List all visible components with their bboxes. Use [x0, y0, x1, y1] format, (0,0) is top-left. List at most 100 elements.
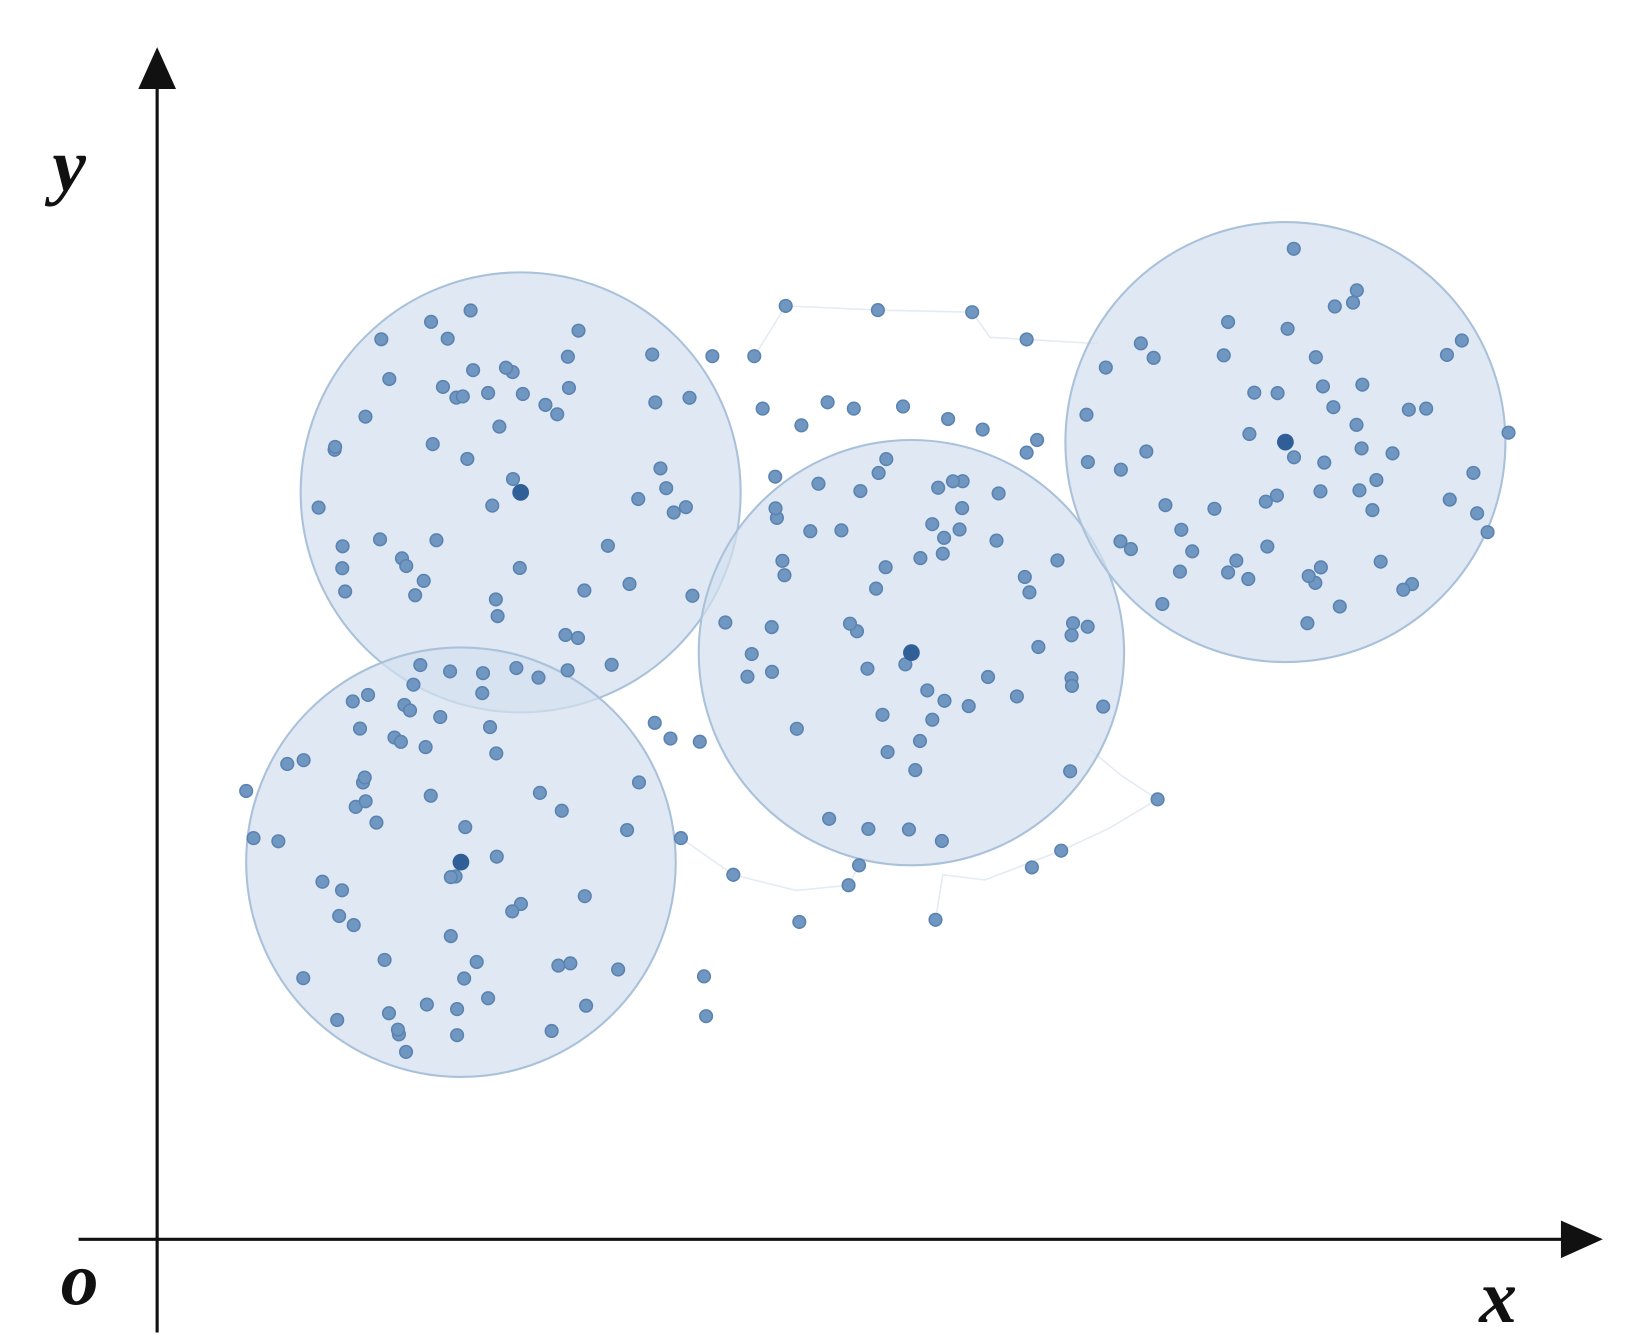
point	[1349, 417, 1364, 432]
point	[1065, 616, 1081, 631]
point	[792, 914, 807, 929]
point	[475, 666, 491, 681]
point	[1080, 454, 1095, 470]
point	[878, 560, 893, 575]
point	[550, 407, 565, 422]
point	[358, 409, 373, 424]
point	[764, 664, 780, 679]
point	[895, 399, 911, 414]
point	[1373, 554, 1388, 569]
point	[440, 331, 455, 346]
point	[1352, 483, 1367, 498]
point	[558, 627, 573, 643]
point	[311, 500, 326, 515]
point	[811, 476, 826, 491]
point	[239, 783, 254, 799]
point	[579, 998, 594, 1013]
point	[399, 558, 414, 574]
point	[1054, 843, 1069, 858]
point	[296, 971, 311, 986]
point	[989, 533, 1004, 548]
point	[413, 657, 428, 673]
point	[1172, 564, 1188, 579]
point	[489, 746, 504, 761]
point	[335, 561, 350, 576]
point	[1133, 336, 1148, 351]
point	[1365, 503, 1380, 518]
point	[870, 303, 885, 318]
point	[443, 929, 458, 944]
point	[1022, 585, 1037, 600]
point	[1326, 400, 1341, 415]
point	[1349, 283, 1364, 298]
point	[423, 788, 438, 803]
point	[777, 568, 792, 583]
point	[928, 912, 943, 927]
cluster-center	[452, 853, 470, 871]
point	[358, 794, 373, 809]
point	[408, 588, 423, 603]
point	[296, 753, 311, 768]
point	[861, 821, 876, 836]
point	[1113, 534, 1128, 549]
point	[1247, 385, 1262, 400]
point	[1269, 488, 1284, 503]
point	[1207, 501, 1222, 516]
x-label: x	[1478, 1256, 1517, 1338]
point	[1470, 506, 1485, 521]
point	[1221, 565, 1236, 580]
point	[965, 305, 980, 320]
point	[1466, 465, 1481, 480]
point	[842, 616, 858, 631]
point	[803, 524, 818, 539]
point	[554, 803, 569, 818]
point	[678, 500, 693, 515]
point	[1401, 402, 1416, 417]
point	[398, 1044, 414, 1059]
point	[1315, 379, 1331, 394]
point	[382, 371, 397, 387]
point	[696, 969, 712, 984]
point	[402, 703, 418, 718]
point	[631, 775, 647, 790]
point	[560, 663, 575, 678]
point	[647, 715, 662, 730]
point	[1185, 544, 1200, 559]
point	[920, 683, 935, 698]
point	[352, 721, 368, 736]
point	[901, 822, 917, 837]
point	[925, 712, 940, 727]
point	[345, 694, 360, 709]
point	[1019, 332, 1034, 347]
point	[1063, 764, 1078, 779]
point	[768, 501, 783, 516]
point	[952, 522, 967, 537]
point	[659, 481, 674, 496]
point	[443, 664, 458, 679]
point	[860, 661, 875, 676]
point	[794, 418, 809, 433]
point	[1354, 441, 1369, 456]
point	[485, 498, 500, 513]
point	[1146, 350, 1161, 365]
point	[538, 397, 553, 412]
point	[611, 962, 626, 977]
link	[680, 837, 860, 892]
point	[1300, 616, 1315, 631]
point	[360, 687, 376, 703]
point	[271, 834, 286, 849]
point	[377, 952, 392, 967]
point	[1308, 350, 1323, 365]
point	[934, 833, 949, 849]
point	[1150, 792, 1165, 807]
point	[1301, 568, 1316, 584]
point	[908, 763, 923, 778]
point	[466, 363, 481, 378]
point	[1286, 241, 1301, 256]
point	[475, 686, 490, 701]
point	[460, 451, 475, 466]
point	[577, 583, 592, 598]
cluster-center	[903, 644, 920, 662]
point	[975, 422, 990, 437]
point	[631, 491, 646, 507]
